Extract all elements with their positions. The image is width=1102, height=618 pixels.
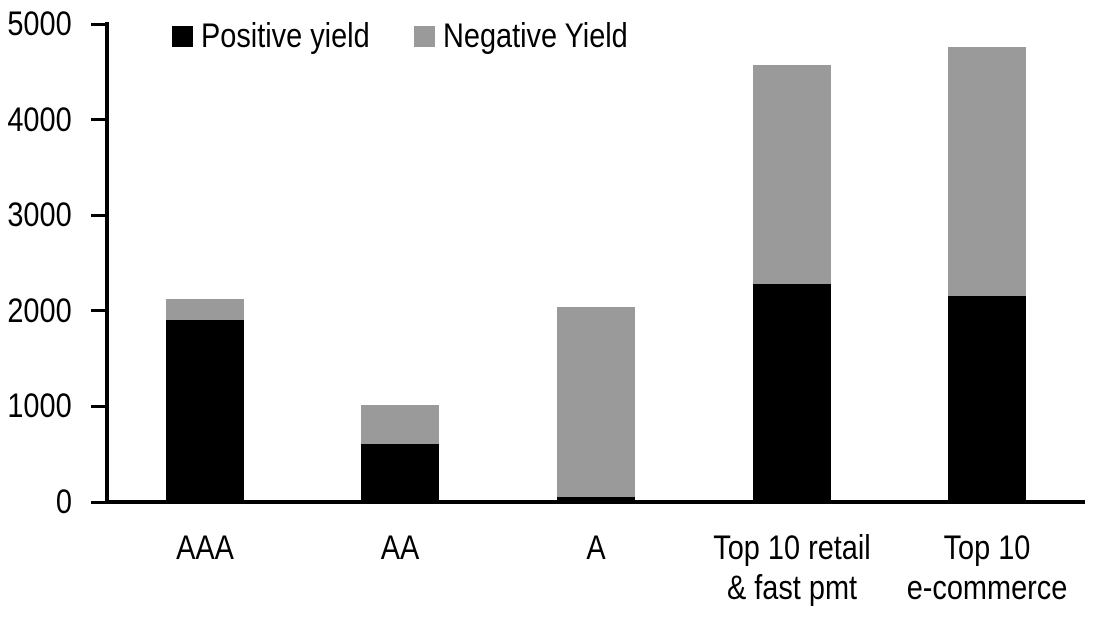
legend-label-negative-yield: Negative Yield [443,17,628,55]
x-axis-category-label: AA [381,529,420,567]
legend-label-positive-yield: Positive yield [201,17,370,55]
positive-yield-swatch-icon [172,25,193,47]
legend-item-positive-yield: Positive yield [172,17,399,55]
x-axis-category-label: Top 10 retail & fast pmt [712,529,871,607]
y-axis-tick [91,118,105,122]
bar-segment-negative-yield-top-10-retail [752,65,831,284]
y-axis-tick [91,309,105,313]
y-axis-tick [91,500,105,504]
y-axis-tick-label: 1000 [7,387,72,426]
bar-segment-positive-yield-aaa [165,320,244,501]
bar-segment-positive-yield-a [557,497,635,501]
y-axis-tick [91,404,105,408]
y-axis-tick-label: 5000 [7,5,72,43]
bar-segment-negative-yield-aaa [165,299,244,321]
x-axis-category-label: AAA [175,529,234,567]
negative-yield-swatch-icon [414,25,435,47]
bar-segment-negative-yield-aa [361,405,440,444]
legend-item-negative-yield: Negative Yield [414,17,660,55]
y-axis-tick [91,22,105,26]
bar-segment-negative-yield-a [557,306,635,498]
bar-segment-negative-yield-top-10 [948,46,1027,297]
y-axis-tick-label: 3000 [7,196,72,235]
y-axis-tick-label: 0 [55,483,72,521]
bar-segment-positive-yield-top-10-retail [752,283,831,501]
x-axis-category-label: A [586,529,606,567]
bar-segment-positive-yield-aa [361,443,440,501]
x-axis-line [105,500,1085,504]
y-axis-line [105,22,109,504]
y-axis-tick [91,213,105,217]
y-axis-tick-label: 2000 [7,291,72,330]
y-axis-tick-label: 4000 [7,100,72,139]
x-axis-category-label: Top 10 e-commerce [906,529,1068,607]
bar-segment-positive-yield-top-10 [948,296,1027,501]
